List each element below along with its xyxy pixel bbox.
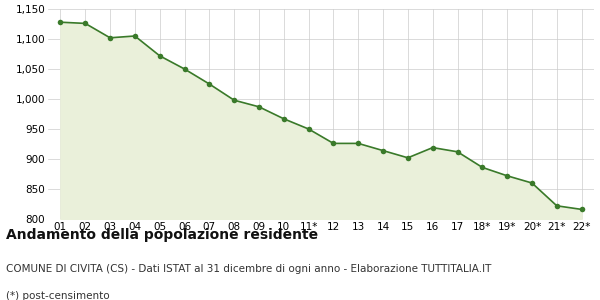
Point (478, 165, 487, 170)
Point (378, 148, 388, 153)
Point (155, 53, 164, 58)
Point (180, 67, 190, 71)
Point (105, 35, 115, 40)
Point (577, 207, 586, 212)
Point (279, 116, 289, 121)
Point (229, 98, 239, 103)
Point (304, 127, 313, 131)
Point (428, 145, 437, 150)
Point (254, 104, 264, 109)
Point (502, 173, 512, 178)
Point (56, 20, 65, 25)
Point (403, 155, 413, 160)
Point (453, 149, 463, 154)
Point (205, 82, 214, 86)
Point (329, 141, 338, 146)
Point (130, 34, 140, 38)
Text: COMUNE DI CIVITA (CS) - Dati ISTAT al 31 dicembre di ogni anno - Elaborazione TU: COMUNE DI CIVITA (CS) - Dati ISTAT al 31… (6, 264, 491, 274)
Point (552, 203, 562, 208)
Point (80, 21, 90, 26)
Text: (*) post-censimento: (*) post-censimento (6, 291, 110, 300)
Text: Andamento della popolazione residente: Andamento della popolazione residente (6, 228, 318, 242)
Point (527, 181, 537, 185)
Point (353, 141, 363, 146)
